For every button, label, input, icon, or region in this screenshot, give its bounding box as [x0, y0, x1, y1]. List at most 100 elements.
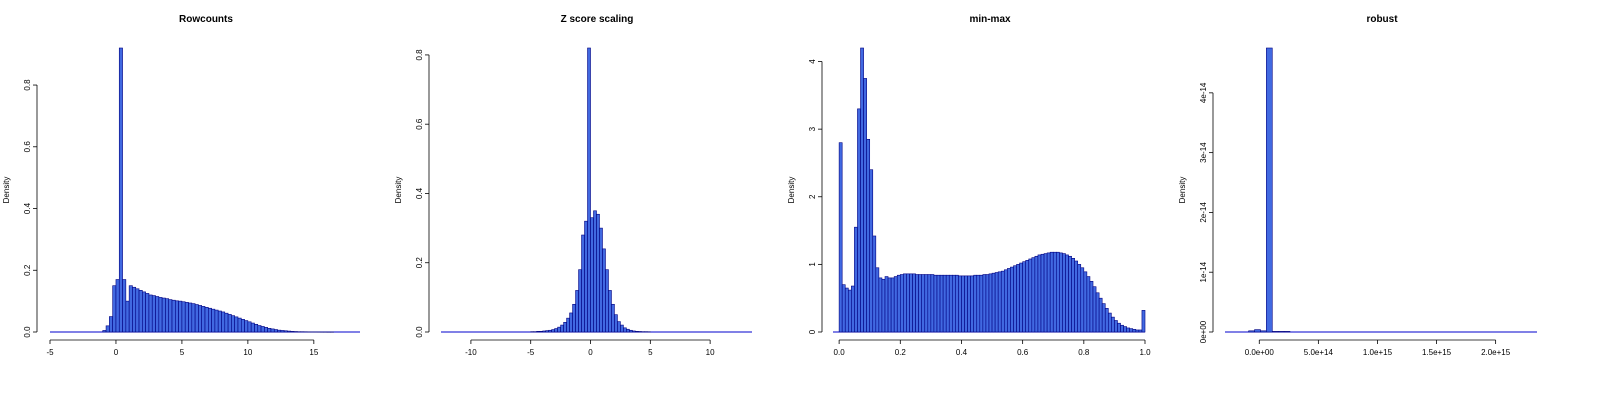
y-tick-label: 0	[808, 329, 817, 334]
histogram-bar	[982, 274, 987, 333]
histogram-bar	[1040, 253, 1045, 333]
histogram-bar	[572, 303, 576, 333]
x-tick-label: 0	[588, 348, 593, 357]
histogram-bar	[1260, 330, 1267, 333]
histogram-bar	[1003, 269, 1008, 333]
histogram-bar	[973, 274, 978, 333]
histogram-bar	[1123, 326, 1127, 333]
y-tick-label: 4	[808, 59, 817, 64]
histogram-bar	[217, 310, 222, 333]
x-tick-label: 5	[648, 348, 653, 357]
histogram-bar	[623, 327, 627, 333]
histogram-bar	[267, 327, 272, 333]
histogram-bar	[277, 329, 282, 333]
bars	[530, 47, 651, 333]
x-tick-label: -10	[465, 348, 477, 357]
histogram-bar	[560, 324, 564, 333]
x-tick-label: 0.6	[1017, 348, 1029, 357]
y-tick-label: 0.8	[415, 49, 424, 61]
histogram-bar	[866, 138, 871, 333]
panel-min-max: min-max 0.0 0.2 0.4 0.6 0.8 1.0 0 1 2 3 4 Density	[787, 14, 1151, 357]
histogram-bar	[997, 271, 1002, 333]
histogram-bar	[915, 274, 919, 333]
x-axis: 0.0e+00 5.0e+14 1.0e+15 1.5e+15 2.0e+15	[1245, 339, 1511, 357]
histogram-bar	[138, 290, 143, 333]
histogram-bar	[936, 274, 941, 333]
histogram-bar	[247, 321, 252, 333]
histogram-bar	[1089, 280, 1094, 333]
x-tick-label: 0.0	[834, 348, 846, 357]
histogram-bar	[611, 303, 615, 333]
x-tick-label: 0.8	[1078, 348, 1090, 357]
histogram-bar	[626, 328, 630, 333]
histogram-bar	[614, 314, 618, 333]
histogram-bar	[1283, 331, 1291, 333]
histogram-bar	[1000, 270, 1005, 333]
histogram-bar	[1074, 260, 1079, 333]
histogram-bar	[921, 274, 926, 333]
y-tick-label: 2	[808, 194, 817, 199]
histogram-bar	[1138, 329, 1143, 333]
panel-z-score-scaling: Z score scaling -10 -5 0 5 10 0.0 0.2 0.4 0.6 0.8…	[394, 14, 752, 357]
histogram-bar	[955, 274, 959, 333]
histogram-bar	[1271, 331, 1279, 333]
histogram-bar	[1277, 331, 1285, 333]
x-tick-label: 15	[309, 348, 318, 357]
histogram-bar	[125, 300, 130, 333]
histogram-bar	[1013, 265, 1017, 333]
histogram-bar	[1135, 329, 1140, 333]
histogram-bar	[906, 273, 910, 333]
histogram-bar	[198, 305, 202, 333]
histogram-bar	[991, 272, 996, 333]
histogram-bar	[201, 306, 206, 333]
histogram-bar	[1129, 328, 1134, 333]
x-tick-label: 2.0e+15	[1481, 348, 1511, 357]
histogram-bar	[970, 275, 975, 333]
histogram-bar	[155, 296, 160, 333]
histogram-bar	[1120, 324, 1124, 333]
bars	[102, 47, 334, 333]
histogram-bar	[151, 295, 156, 333]
histogram-bar	[1132, 328, 1137, 333]
y-axis-label: Density	[1178, 177, 1187, 204]
y-tick-label: 0.6	[23, 141, 32, 153]
histogram-bar	[951, 274, 956, 333]
y-tick-label: 0.0	[23, 326, 32, 338]
histogram-bar	[1062, 253, 1066, 333]
x-tick-label: 0.0e+00	[1245, 348, 1275, 357]
x-tick-label: 10	[243, 348, 252, 357]
histogram-bar	[224, 312, 229, 333]
y-tick-label: 0e+00	[1199, 320, 1208, 343]
histogram-bar	[967, 275, 971, 333]
histogram-bar	[887, 277, 892, 333]
histogram-bar	[214, 309, 219, 333]
histogram-bar	[1117, 322, 1121, 333]
y-tick-label: 3	[808, 126, 817, 131]
histogram-bar	[118, 47, 123, 333]
histogram-bar	[1126, 327, 1131, 333]
histogram-bar	[257, 325, 262, 333]
histogram-bar	[881, 278, 886, 333]
histogram-bar	[884, 276, 889, 333]
histogram-bar	[168, 299, 173, 333]
histogram-bar	[605, 269, 609, 333]
histogram-bar	[1065, 254, 1069, 333]
y-tick-label: 2e-14	[1199, 202, 1208, 223]
histogram-bar	[909, 273, 913, 333]
histogram-bar	[961, 275, 965, 333]
x-tick-label: -5	[46, 348, 54, 357]
histogram-bar	[122, 279, 127, 333]
histogram-bar	[1049, 251, 1054, 333]
histogram-bar	[1031, 257, 1036, 333]
histogram-bar	[1111, 316, 1115, 333]
histogram-bar	[1077, 264, 1082, 333]
histogram-bar	[1071, 257, 1075, 333]
histogram-bar	[1101, 303, 1106, 333]
histogram-bar	[1037, 254, 1042, 333]
histogram-bar	[105, 325, 110, 333]
histogram-bar	[204, 306, 209, 333]
histogram-bar	[551, 329, 555, 333]
histogram-bar	[563, 321, 567, 333]
histogram-bar	[1068, 255, 1072, 333]
histogram-bar	[933, 274, 938, 333]
